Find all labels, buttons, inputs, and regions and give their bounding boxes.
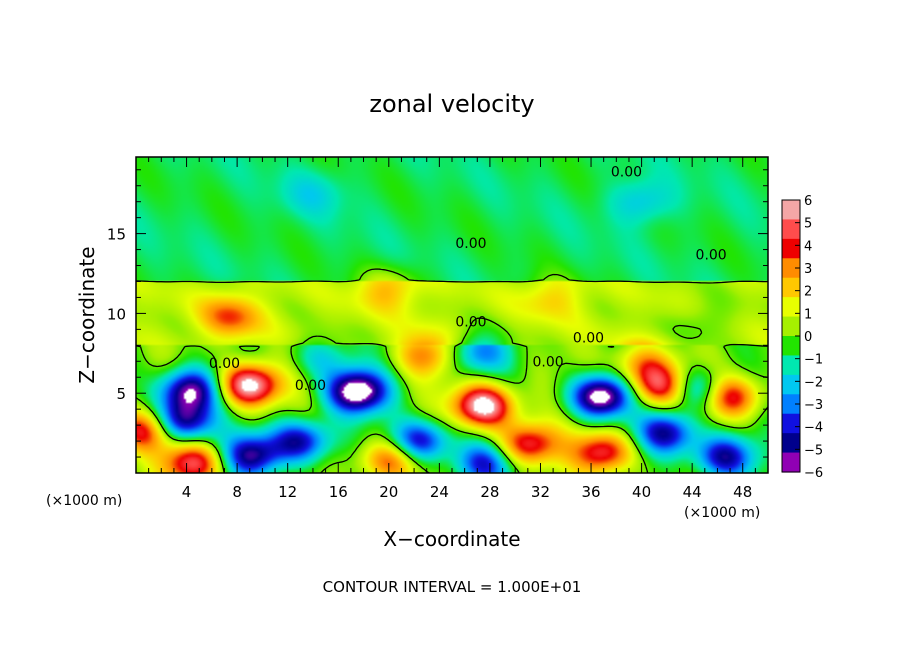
colorbar-swatch [782,374,800,395]
contour-value-label: 0.00 [532,354,563,370]
contour-labels: 0.00 0.00 0.00 0.00 0.00 0.00 0.00 0.00 [209,164,727,394]
x-tick-label: 20 [379,483,398,501]
colorbar-swatch [782,336,800,357]
colorbar-tick-label: 5 [804,217,812,232]
colorbar-tick-label: 4 [804,239,812,254]
colorbar-tick-label: −4 [804,421,823,436]
colorbar-swatch [782,413,800,434]
colorbar-tick-label: −2 [804,375,823,390]
colorbar-tick-label: −5 [804,443,823,458]
x-tick-label: 44 [683,483,702,501]
colorbar-swatch [782,316,800,337]
colorbar-swatch [782,452,800,473]
colorbar-tick-label: 3 [804,262,812,277]
x-tick-label: 16 [329,483,348,501]
contour-value-label: 0.00 [573,330,604,346]
chart-title: zonal velocity [369,90,534,118]
x-tick-label: 12 [278,483,297,501]
contour-value-label: 0.00 [455,236,486,252]
plot-area: 0.00 0.00 0.00 0.00 0.00 0.00 0.00 0.00 [136,157,768,473]
colorbar-swatch [782,297,800,318]
colorbar-tick-label: −1 [804,353,823,368]
x-tick-label: 24 [430,483,449,501]
colorbar-swatch [782,238,800,259]
x-tick-labels: 4 8 12 16 20 24 28 32 36 40 44 48 [182,483,752,501]
y-tick-label: 10 [107,305,126,323]
x-axis-label: X−coordinate [383,527,520,551]
colorbar-swatch [782,394,800,415]
x-tick-label: 48 [733,483,752,501]
y-tick-label: 15 [107,226,126,244]
contour-value-label: 0.00 [209,356,240,372]
contour-interval-note: CONTOUR INTERVAL = 1.000E+01 [323,578,582,596]
x-tick-label: 8 [232,483,242,501]
colorbar-swatch [782,433,800,454]
contour-value-label: 0.00 [295,378,326,394]
contour-value-label: 0.00 [696,247,727,263]
colorbar: 6 5 4 3 2 1 0 −1 −2 −3 −4 −5 −6 [781,194,823,481]
zero-contour-path [136,268,768,473]
x-tick-label: 4 [182,483,192,501]
colorbar-tick-label: 1 [804,307,812,322]
colorbar-tick-label: −6 [804,466,823,481]
y-axis-label: Z−coordinate [75,246,99,383]
contour-value-label: 0.00 [455,314,486,330]
colorbar-swatch [782,277,800,298]
colorbar-swatch [782,355,800,376]
colorbar-tick-label: 6 [804,194,812,209]
x-unit-label-right: (×1000 m) [684,505,760,521]
contour-value-label: 0.00 [611,164,642,180]
velocity-field [136,157,768,473]
colorbar-swatch [782,219,800,240]
colorbar-tick-label: 0 [804,330,812,345]
x-tick-label: 36 [581,483,600,501]
y-tick-label: 5 [116,385,126,403]
x-unit-label-left: (×1000 m) [46,493,122,509]
x-tick-label: 28 [480,483,499,501]
x-tick-label: 40 [632,483,651,501]
colorbar-swatch [782,258,800,279]
colorbar-tick-label: −3 [804,398,823,413]
zero-contours [136,268,768,473]
y-tick-labels: 5 10 15 [107,226,126,404]
colorbar-tick-label: 2 [804,285,812,300]
tick-marks [136,157,768,473]
colorbar-swatch [782,200,800,221]
x-tick-label: 32 [531,483,550,501]
